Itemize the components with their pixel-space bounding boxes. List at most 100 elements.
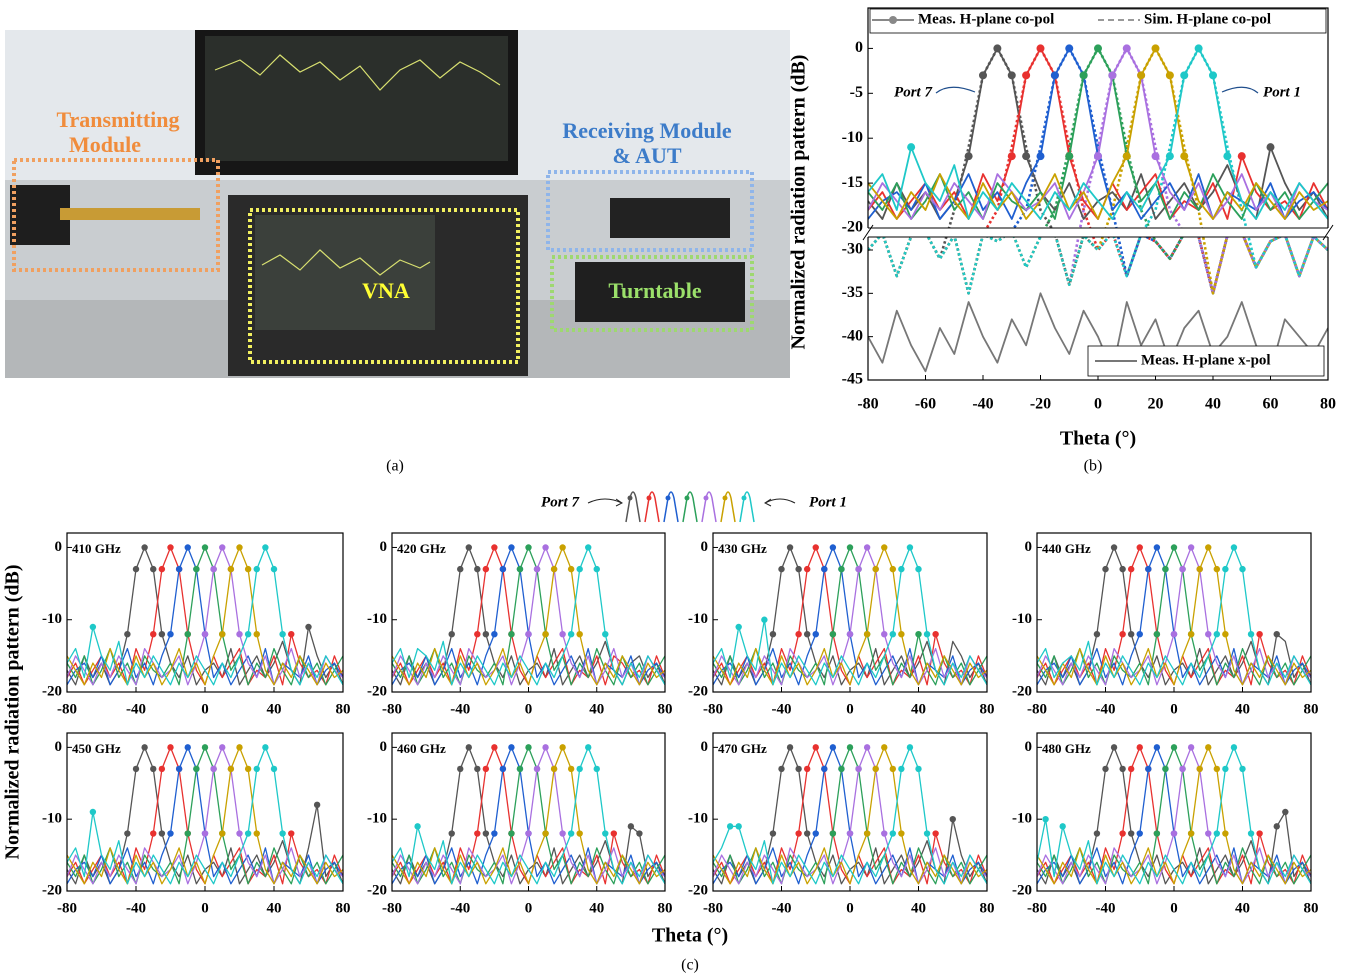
data-point <box>1136 744 1143 751</box>
x-tick-label: -80 <box>1027 900 1047 916</box>
x-tick-label: 80 <box>980 701 995 717</box>
y-tick-label: 0 <box>701 539 709 555</box>
series-line <box>868 47 1328 220</box>
data-point <box>1110 744 1118 751</box>
data-point <box>1102 565 1109 573</box>
caption: (b) <box>1084 458 1103 475</box>
data-point <box>898 765 905 773</box>
data-point <box>150 630 157 638</box>
series-line <box>67 746 343 885</box>
data-point <box>313 801 321 809</box>
data-point <box>838 765 845 773</box>
x-tick-label: -40 <box>126 701 146 717</box>
y-tick-label: -35 <box>842 284 863 301</box>
data-point <box>457 765 464 773</box>
y-tick-label: -20 <box>42 882 62 898</box>
data-point <box>1042 815 1049 823</box>
data-point <box>1223 152 1232 161</box>
plot-area <box>67 544 343 686</box>
data-point <box>932 630 939 638</box>
data-point <box>1196 765 1203 773</box>
data-point <box>576 830 583 837</box>
data-point <box>863 744 871 751</box>
data-point <box>1239 565 1246 573</box>
data-point <box>1137 71 1146 80</box>
y-tick-label: -20 <box>367 882 387 898</box>
data-point <box>474 565 481 573</box>
series-line <box>1037 546 1311 686</box>
data-point <box>1093 830 1101 837</box>
data-point <box>1007 71 1016 80</box>
data-point <box>812 544 819 551</box>
data-point <box>915 565 922 573</box>
vna-screen <box>255 215 435 330</box>
legend-icon <box>646 495 652 501</box>
data-point <box>1170 630 1178 638</box>
plot-area <box>868 44 1328 373</box>
data-point <box>1222 765 1229 773</box>
series-line <box>1037 546 1311 686</box>
data-point <box>1119 630 1126 638</box>
data-point <box>175 565 183 573</box>
data-point <box>219 830 226 837</box>
data-point <box>585 544 592 551</box>
plot-area <box>1037 744 1311 885</box>
data-point <box>576 565 583 573</box>
data-point <box>1222 830 1229 837</box>
data-point <box>627 823 635 830</box>
x-tick-label: -40 <box>450 701 470 717</box>
data-point <box>1170 830 1178 837</box>
data-point <box>1209 71 1217 80</box>
data-point <box>1179 765 1186 773</box>
x-tick-label: 80 <box>1320 396 1336 413</box>
series-line <box>1037 546 1311 686</box>
y-tick-label: -20 <box>42 683 62 699</box>
data-point <box>855 565 862 573</box>
data-point <box>525 544 532 551</box>
data-point <box>167 544 174 551</box>
panel-title: 410 GHz <box>72 541 121 556</box>
series-line <box>392 746 665 885</box>
data-point <box>158 630 166 638</box>
data-point <box>1213 830 1221 837</box>
photo-label: Transmitting <box>56 107 179 132</box>
data-point <box>1282 808 1289 816</box>
series-line <box>392 746 665 885</box>
data-point <box>812 830 819 837</box>
data-point <box>906 744 914 751</box>
legend-icon <box>627 495 633 501</box>
annotation-arrow <box>935 86 976 94</box>
series-line <box>1037 746 1311 885</box>
x-tick-label: -80 <box>382 701 402 717</box>
data-point <box>1165 152 1174 161</box>
data-point <box>1151 44 1160 53</box>
chart: -80 -40 0 40 80 0 -10 -20 460 GHz <box>367 732 673 916</box>
data-point <box>1213 765 1221 773</box>
series-line <box>868 47 1328 220</box>
series-line <box>868 47 1328 295</box>
data-point <box>1127 830 1135 837</box>
data-point <box>593 765 600 773</box>
data-point <box>863 630 871 638</box>
series-line <box>713 546 987 686</box>
data-point <box>279 630 286 638</box>
data-point <box>542 744 549 751</box>
data-point <box>533 765 541 773</box>
data-point <box>863 830 871 837</box>
x-tick-label: 80 <box>658 701 673 717</box>
panel-title: 460 GHz <box>397 741 446 756</box>
data-point <box>1122 152 1131 161</box>
series-line <box>1037 746 1311 885</box>
data-point <box>863 544 871 551</box>
series-line <box>713 746 987 885</box>
data-point <box>1187 630 1195 638</box>
data-point <box>124 830 131 837</box>
x-tick-label: -40 <box>450 900 470 916</box>
series-line <box>1037 546 1311 686</box>
data-point <box>761 616 768 623</box>
plot-area <box>1037 544 1311 686</box>
data-point <box>244 765 252 773</box>
series-line <box>713 546 987 686</box>
y-tick-label: -20 <box>842 219 863 236</box>
data-point <box>1162 565 1169 573</box>
